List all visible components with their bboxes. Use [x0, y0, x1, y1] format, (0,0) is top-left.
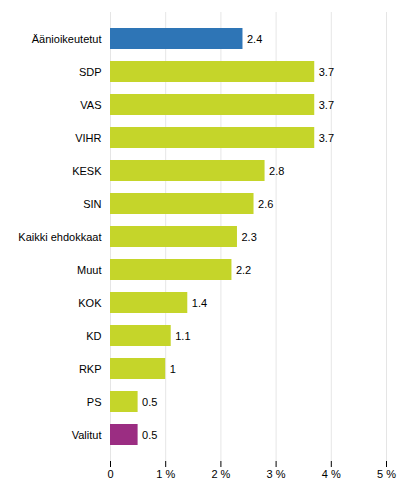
svg-text:VAS: VAS: [80, 99, 101, 111]
svg-text:2 %: 2 %: [211, 468, 230, 480]
svg-text:KD: KD: [86, 330, 101, 342]
svg-text:1 %: 1 %: [156, 468, 175, 480]
svg-text:0: 0: [107, 468, 113, 480]
svg-text:2.8: 2.8: [269, 165, 284, 177]
svg-text:PS: PS: [87, 396, 102, 408]
svg-text:5 %: 5 %: [377, 468, 396, 480]
svg-text:3.7: 3.7: [319, 99, 334, 111]
svg-text:KESK: KESK: [72, 165, 102, 177]
svg-text:0.5: 0.5: [142, 429, 157, 441]
svg-text:Äänioikeutetut: Äänioikeutetut: [32, 33, 102, 45]
svg-text:1.1: 1.1: [175, 330, 190, 342]
svg-text:SIN: SIN: [83, 198, 101, 210]
svg-text:SDP: SDP: [79, 66, 102, 78]
svg-text:RKP: RKP: [79, 363, 102, 375]
svg-text:1: 1: [170, 363, 176, 375]
svg-text:KOK: KOK: [78, 297, 102, 309]
svg-text:2.2: 2.2: [236, 264, 251, 276]
svg-text:2.6: 2.6: [258, 198, 273, 210]
svg-text:2.4: 2.4: [247, 33, 262, 45]
svg-text:1.4: 1.4: [192, 297, 207, 309]
svg-text:4 %: 4 %: [322, 468, 341, 480]
svg-text:VIHR: VIHR: [75, 132, 101, 144]
svg-text:3.7: 3.7: [319, 66, 334, 78]
svg-text:Kaikki ehdokkaat: Kaikki ehdokkaat: [18, 231, 101, 243]
svg-text:Muut: Muut: [77, 264, 101, 276]
svg-text:Valitut: Valitut: [72, 429, 102, 441]
svg-text:2.3: 2.3: [241, 231, 256, 243]
svg-text:0.5: 0.5: [142, 396, 157, 408]
svg-text:3.7: 3.7: [319, 132, 334, 144]
svg-text:3 %: 3 %: [267, 468, 286, 480]
